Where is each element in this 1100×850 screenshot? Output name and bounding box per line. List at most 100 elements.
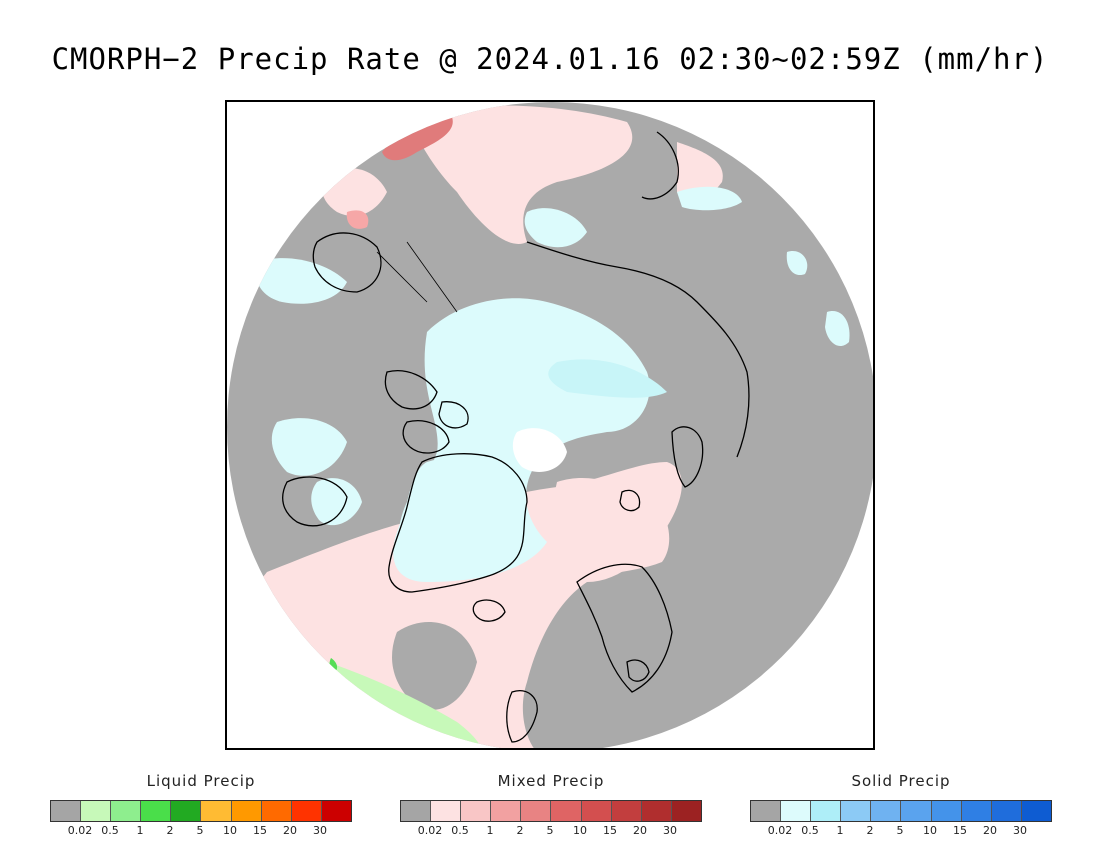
legend-colorbar <box>50 800 352 822</box>
legend-swatch <box>201 801 232 821</box>
legend-swatch <box>751 801 782 821</box>
legend-liquid: Liquid Precip 0.02 0.5 1 2 5 10 15 20 30 <box>50 772 352 838</box>
coastlines <box>282 131 750 743</box>
solid-precip-pole <box>512 428 567 472</box>
solid-precip-alaska <box>255 258 347 304</box>
mixed-precip-siberia-north <box>407 105 633 244</box>
legend-swatch <box>671 801 701 821</box>
solid-precip-streaks <box>548 359 667 398</box>
legend-tick-label: 15 <box>953 824 967 837</box>
legend-tick-label: 2 <box>166 824 174 837</box>
solid-precip-canada-2 <box>311 478 362 526</box>
legend-swatch <box>81 801 112 821</box>
legend-tick-label: 15 <box>603 824 617 837</box>
legend-tick-label: 10 <box>923 824 937 837</box>
legend-tick-label: 5 <box>196 824 204 837</box>
legend-swatch <box>931 801 962 821</box>
legend-tick-label: 2 <box>866 824 874 837</box>
legend-swatch <box>581 801 612 821</box>
legend-tick-label: 10 <box>573 824 587 837</box>
legend-swatch <box>231 801 262 821</box>
legend-tick-label: 2 <box>516 824 524 837</box>
legend-swatch <box>961 801 992 821</box>
legend-swatch <box>171 801 202 821</box>
solid-precip-canada <box>271 418 347 476</box>
legend-swatch <box>141 801 172 821</box>
us-canada-boundary <box>376 251 428 303</box>
novaya-zemlya-coast <box>671 426 704 488</box>
svalbard-coast <box>619 489 641 512</box>
legend-colorbar <box>750 800 1052 822</box>
mixed-precip-moderate-streak-2 <box>346 210 369 229</box>
iceland-coast <box>472 599 506 622</box>
dateline-boundary <box>406 241 458 313</box>
legend-tick-label: 30 <box>663 824 677 837</box>
solid-precip-right <box>786 251 808 276</box>
legend-swatch <box>401 801 432 821</box>
legend-ticks: 0.02 0.5 1 2 5 10 15 20 30 <box>50 824 352 838</box>
legend-swatch <box>431 801 462 821</box>
legend-swatch <box>521 801 552 821</box>
legend-tick-label: 1 <box>486 824 494 837</box>
legend-swatch <box>291 801 322 821</box>
baltic-coast <box>626 659 650 682</box>
legend-tick-label: 0.02 <box>767 824 793 837</box>
legend-swatch <box>811 801 842 821</box>
legend-swatch <box>111 801 142 821</box>
map-title: CMORPH−2 Precip Rate @ 2024.01.16 02:30∼… <box>51 42 1049 76</box>
legend-tick-label: 10 <box>223 824 237 837</box>
legend-swatch <box>991 801 1022 821</box>
legend-title: Liquid Precip <box>146 772 256 790</box>
legend-swatch <box>781 801 812 821</box>
no-precip-atlantic-blob <box>392 622 477 710</box>
legend-swatch <box>261 801 292 821</box>
siberia-coast <box>526 241 750 458</box>
mixed-precip-moderate-streak <box>382 117 453 161</box>
legend-swatch <box>461 801 492 821</box>
legend-tick-label: 20 <box>983 824 997 837</box>
legend-tick-label: 0.5 <box>801 824 819 837</box>
legend-swatch <box>1021 801 1051 821</box>
legend-mixed: Mixed Precip 0.02 0.5 1 2 5 10 15 20 30 <box>400 772 702 838</box>
legend-tick-label: 30 <box>1013 824 1027 837</box>
polar-map-svg <box>227 102 873 748</box>
legend-tick-label: 1 <box>136 824 144 837</box>
legend-swatch <box>551 801 582 821</box>
solid-precip-far-right <box>825 311 850 347</box>
british-isles-coast <box>506 690 538 743</box>
legend-tick-label: 0.5 <box>451 824 469 837</box>
mixed-precip-norwegian-sea <box>553 477 670 582</box>
legend-tick-label: 1 <box>836 824 844 837</box>
legend-tick-label: 30 <box>313 824 327 837</box>
legend-swatch <box>871 801 902 821</box>
kamchatka-coast <box>641 131 679 200</box>
legend-swatch <box>51 801 82 821</box>
alaska-coast <box>312 232 382 293</box>
legend-swatch <box>491 801 522 821</box>
legend-swatch <box>901 801 932 821</box>
legend-ticks: 0.02 0.5 1 2 5 10 15 20 30 <box>400 824 702 838</box>
solid-precip-siberia <box>524 208 587 248</box>
solid-precip-greenland <box>397 458 521 581</box>
scandinavia-coast <box>576 563 673 693</box>
legend-tick-label: 15 <box>253 824 267 837</box>
legend-tick-label: 5 <box>896 824 904 837</box>
canadian-archipelago-coast <box>384 370 469 454</box>
legend-tick-label: 20 <box>283 824 297 837</box>
legend-title: Mixed Precip <box>497 772 605 790</box>
legend-tick-label: 5 <box>546 824 554 837</box>
legend-tick-label: 0.02 <box>67 824 93 837</box>
hudson-bay-coast <box>282 476 348 527</box>
legend-tick-label: 0.5 <box>101 824 119 837</box>
legend-colorbar <box>400 800 702 822</box>
legend-swatch <box>841 801 872 821</box>
legend-swatch <box>321 801 351 821</box>
legend-ticks: 0.02 0.5 1 2 5 10 15 20 30 <box>750 824 1052 838</box>
legend-swatch <box>641 801 672 821</box>
solid-precip-east-siberia <box>677 186 742 211</box>
legend-tick-label: 20 <box>633 824 647 837</box>
legend-tick-label: 0.02 <box>417 824 443 837</box>
legend-swatch <box>611 801 642 821</box>
precip-map <box>225 100 875 750</box>
legend-title: Solid Precip <box>851 772 951 790</box>
